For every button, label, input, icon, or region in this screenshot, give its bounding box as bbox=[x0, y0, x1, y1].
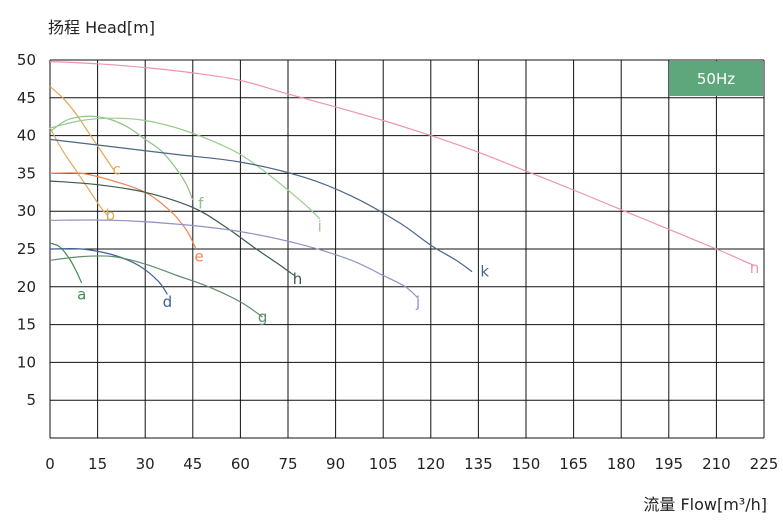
x-axis-title: 流量 Flow[m³/h] bbox=[643, 495, 767, 514]
curves: a b c d e f g h i j k n bbox=[49, 60, 760, 326]
x-tick-label: 150 bbox=[512, 455, 541, 473]
x-tick-label: 15 bbox=[88, 455, 107, 473]
x-tick-label: 135 bbox=[464, 455, 493, 473]
x-tick-label: 105 bbox=[369, 455, 398, 473]
x-tick-label: 165 bbox=[559, 455, 588, 473]
x-tick-label: 120 bbox=[416, 455, 445, 473]
x-tick-label: 0 bbox=[45, 455, 55, 473]
frequency-badge-bg bbox=[669, 61, 763, 96]
curve-f bbox=[49, 115, 194, 201]
x-tick-label: 180 bbox=[607, 455, 636, 473]
frequency-badge-label: 50Hz bbox=[697, 70, 735, 88]
x-tick-label: 225 bbox=[750, 455, 779, 473]
tick-labels: 0 15 30 45 60 75 90 105 120 135 150 165 180 195 210 225… bbox=[17, 51, 778, 473]
curve-i bbox=[49, 117, 321, 220]
x-tick-label: 90 bbox=[326, 455, 345, 473]
curve-label-n: n bbox=[750, 259, 760, 277]
x-tick-label: 195 bbox=[654, 455, 683, 473]
curve-label-h: h bbox=[293, 270, 303, 288]
curve-k bbox=[49, 138, 473, 273]
curve-label-g: g bbox=[258, 308, 268, 326]
curve-label-i: i bbox=[318, 217, 322, 235]
y-tick-label: 40 bbox=[17, 127, 36, 145]
curve-label-k: k bbox=[480, 263, 489, 281]
curve-b bbox=[49, 127, 108, 216]
curve-label-d: d bbox=[163, 293, 173, 311]
y-tick-label: 35 bbox=[17, 164, 36, 182]
frequency-badge: 50Hz bbox=[669, 61, 763, 96]
x-tick-label: 75 bbox=[278, 455, 297, 473]
x-tick-label: 45 bbox=[183, 455, 202, 473]
curve-label-a: a bbox=[77, 285, 86, 303]
curve-label-e: e bbox=[195, 248, 204, 266]
curve-label-j: j bbox=[415, 293, 420, 311]
curve-n bbox=[49, 60, 755, 267]
x-tick-label: 210 bbox=[702, 455, 731, 473]
y-tick-label: 20 bbox=[17, 278, 36, 296]
y-tick-label: 15 bbox=[17, 316, 36, 334]
curve-h bbox=[49, 180, 295, 276]
y-tick-label: 25 bbox=[17, 240, 36, 258]
curve-label-b: b bbox=[106, 206, 116, 224]
curve-label-f: f bbox=[198, 195, 204, 213]
y-axis-title: 扬程 Head[m] bbox=[48, 18, 155, 37]
x-tick-label: 30 bbox=[136, 455, 155, 473]
y-tick-label: 10 bbox=[17, 353, 36, 371]
y-tick-label: 5 bbox=[26, 391, 36, 409]
curve-c bbox=[49, 86, 114, 170]
x-tick-label: 60 bbox=[231, 455, 250, 473]
y-tick-label: 50 bbox=[17, 51, 36, 69]
y-tick-label: 30 bbox=[17, 202, 36, 220]
curve-label-c: c bbox=[113, 161, 121, 179]
grid bbox=[49, 59, 765, 439]
y-tick-label: 45 bbox=[17, 89, 36, 107]
curve-g bbox=[49, 255, 263, 318]
curve-j bbox=[49, 219, 419, 299]
